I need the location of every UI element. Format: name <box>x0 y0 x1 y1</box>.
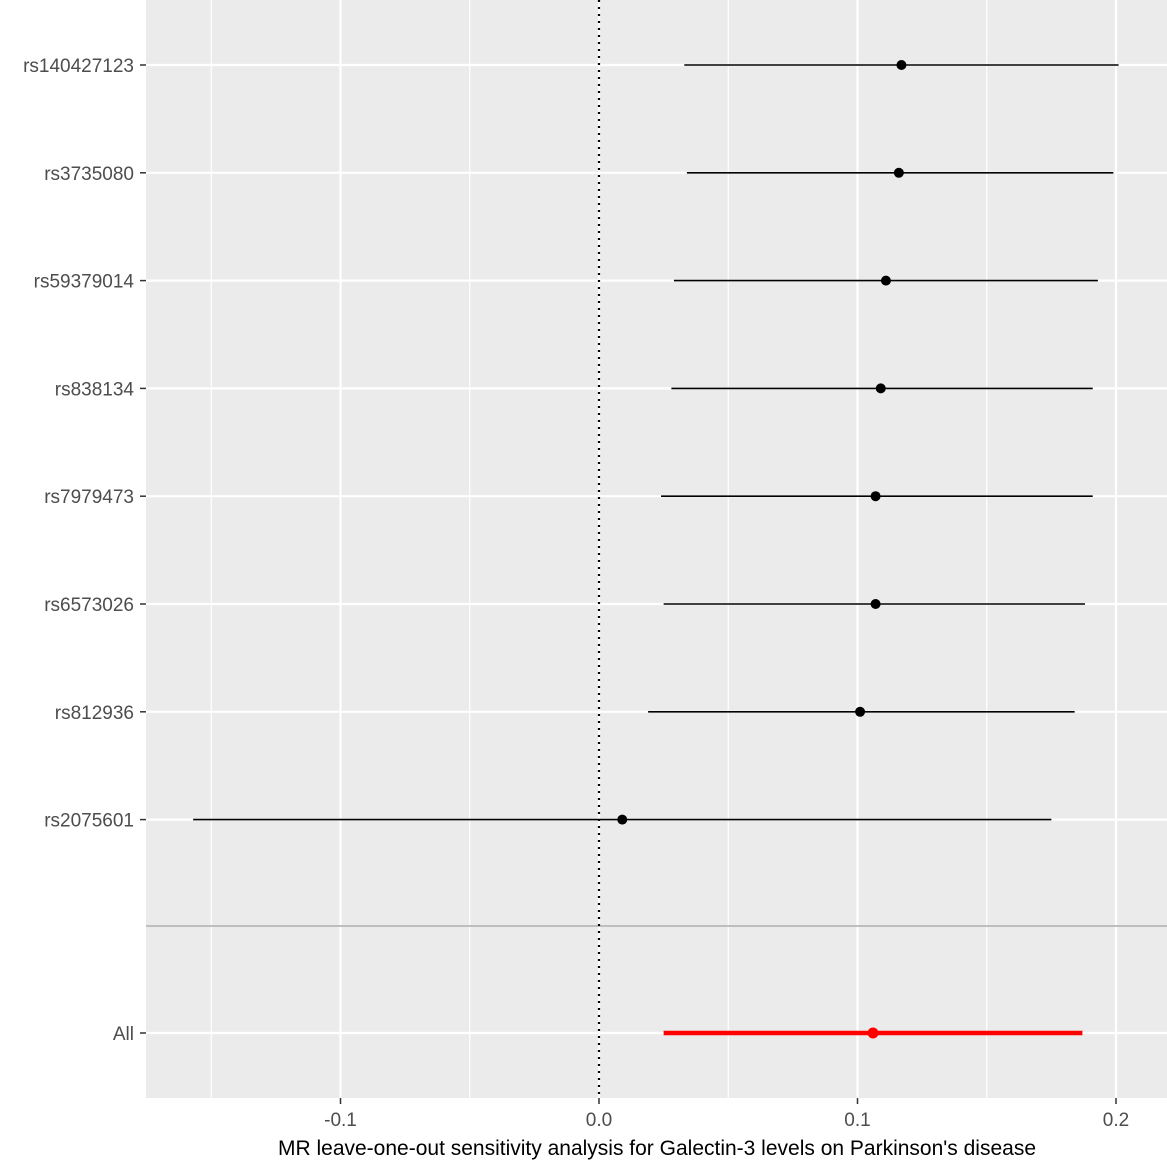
y-label-snp: rs2075601 <box>44 811 134 832</box>
x-tick-label: -0.1 <box>324 1110 357 1131</box>
snp-estimate-point <box>896 60 907 70</box>
snp-estimate-point <box>875 383 886 394</box>
snp-estimate-point <box>855 706 866 717</box>
overall-estimate-point <box>867 1027 879 1039</box>
x-tick-label: 0.2 <box>1103 1110 1129 1131</box>
y-label-snp: rs812936 <box>55 703 134 724</box>
y-label-snp: rs6573026 <box>44 595 134 616</box>
snp-estimate-point <box>617 814 628 825</box>
minor-gridlines <box>210 0 988 1098</box>
snp-estimate-point <box>893 167 904 178</box>
y-label-snp: rs59379014 <box>34 272 135 293</box>
estimate-marks <box>193 60 1119 1039</box>
y-label-snp: rs3735080 <box>44 164 134 185</box>
x-tick-label: 0.0 <box>586 1110 612 1131</box>
plot-panel <box>146 0 1167 1098</box>
y-axis-labels: rs140427123 rs3735080 rs59379014 rs838134 rs… <box>23 56 146 1045</box>
snp-estimate-point <box>870 599 881 609</box>
y-label-overall: All <box>113 1024 134 1045</box>
snp-estimate-point <box>870 491 881 502</box>
y-label-snp: rs838134 <box>55 379 135 400</box>
x-axis-title: MR leave-one-out sensitivity analysis fo… <box>278 1137 1036 1160</box>
y-label-snp: rs140427123 <box>23 56 134 77</box>
y-label-snp: rs7979473 <box>44 487 134 508</box>
snp-estimate-point <box>880 275 891 286</box>
x-axis-ticks: -0.1 0.0 0.1 0.2 <box>324 1098 1129 1131</box>
x-tick-label: 0.1 <box>844 1110 870 1131</box>
